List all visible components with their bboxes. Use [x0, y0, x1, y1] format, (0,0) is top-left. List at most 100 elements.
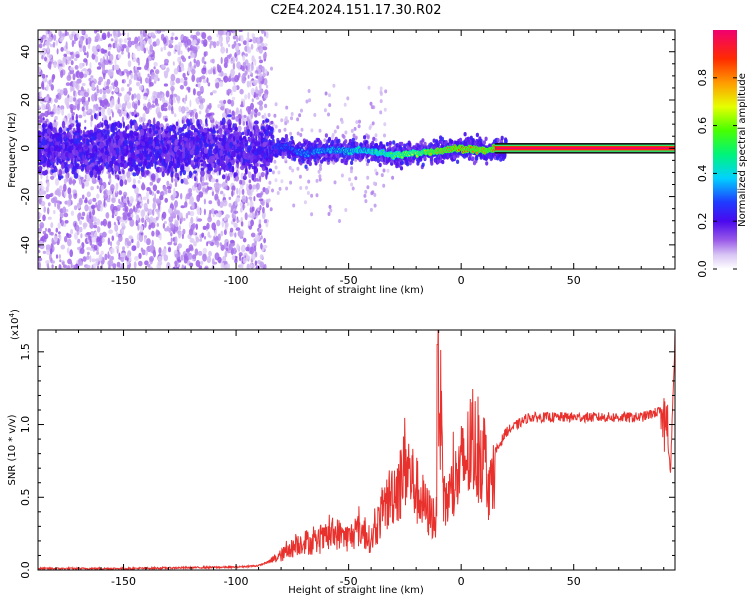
heatmap-cell: [374, 133, 378, 138]
heatmap-cell: [220, 190, 224, 195]
heatmap-cell: [350, 166, 354, 171]
heatmap-cell: [201, 175, 205, 182]
heatmap-cell: [292, 203, 296, 208]
heatmap-cell: [39, 51, 44, 55]
heatmap-cell: [86, 51, 89, 59]
heatmap-cell: [100, 147, 105, 154]
heatmap-cell: [224, 222, 229, 228]
heatmap-cell: [119, 179, 124, 187]
heatmap-cell: [199, 260, 204, 265]
heatmap-cell: [224, 57, 229, 65]
heatmap-cell: [107, 189, 112, 197]
heatmap-cell: [154, 161, 157, 170]
heatmap-cell: [71, 115, 75, 121]
heatmap-cell: [265, 157, 269, 161]
heatmap-cell: [239, 254, 242, 262]
heatmap-cell: [39, 212, 42, 217]
heatmap-cell: [225, 214, 230, 219]
heatmap-cell: [167, 189, 172, 194]
heatmap-cell: [228, 75, 231, 81]
heatmap-cell: [79, 136, 83, 141]
heatmap-cell: [145, 77, 150, 84]
heatmap-cell: [274, 178, 278, 183]
heatmap-cell: [348, 177, 352, 182]
heatmap-cell: [195, 223, 198, 230]
heatmap-cell: [319, 163, 322, 168]
heatmap-cell: [109, 178, 112, 184]
heatmap-cell: [178, 105, 182, 113]
heatmap-cell: [262, 46, 268, 51]
heatmap-cell: [225, 143, 230, 150]
heatmap-cell: [40, 37, 44, 44]
heatmap-cell: [184, 106, 189, 112]
heatmap-cell: [111, 197, 116, 204]
heatmap-cell: [236, 160, 239, 165]
heatmap-cell: [119, 175, 123, 181]
heatmap-cell: [158, 247, 162, 255]
heatmap-cell: [129, 87, 133, 92]
heatmap-cell: [91, 258, 96, 263]
heatmap-cell: [124, 94, 127, 103]
heatmap-cell: [99, 143, 105, 148]
heatmap-cell: [89, 170, 94, 178]
heatmap-cell: [141, 217, 145, 224]
heatmap-cell: [242, 151, 247, 159]
heatmap-cell: [241, 65, 245, 72]
heatmap-cell: [94, 160, 98, 166]
heatmap-cell: [39, 90, 42, 98]
heatmap-cell: [160, 104, 165, 112]
heatmap-cell: [49, 253, 52, 262]
heatmap-cell: [111, 98, 115, 105]
heatmap-cell: [211, 143, 215, 147]
heatmap-cell: [191, 202, 195, 209]
heatmap-cell: [75, 80, 80, 84]
heatmap-cell: [159, 195, 164, 201]
heatmap-cell: [214, 136, 218, 142]
heatmap-cell: [186, 39, 192, 46]
heatmap-cell: [85, 100, 90, 106]
heatmap-cell: [44, 56, 47, 62]
heatmap-cell: [227, 186, 230, 191]
heatmap-cell: [179, 78, 185, 83]
heatmap-cell: [254, 210, 258, 217]
heatmap-cell: [146, 47, 149, 51]
heatmap-cell: [146, 190, 149, 199]
heatmap-cell: [149, 256, 154, 262]
heatmap-cell: [146, 217, 151, 223]
heatmap-cell: [229, 53, 232, 58]
heatmap-cell: [251, 55, 255, 63]
heatmap-cell: [246, 62, 251, 68]
heatmap-cell: [231, 110, 235, 116]
heatmap-cell: [207, 82, 211, 87]
heatmap-cell: [248, 164, 251, 170]
heatmap-cell: [296, 117, 300, 122]
heatmap-cell: [221, 112, 227, 119]
heatmap-cell: [140, 166, 145, 173]
heatmap-cell: [44, 148, 49, 153]
heatmap-cell: [340, 120, 344, 124]
heatmap-cell: [60, 105, 65, 111]
heatmap-cell: [132, 178, 136, 185]
heatmap-cell: [156, 121, 161, 127]
heatmap-cell: [174, 220, 179, 227]
heatmap-cell: [115, 64, 120, 71]
heatmap-cell: [366, 175, 370, 180]
heatmap-cell: [148, 37, 152, 45]
heatmap-cell: [44, 169, 48, 176]
heatmap-cell: [239, 202, 243, 207]
heatmap-cell: [246, 37, 251, 41]
heatmap-cell: [77, 258, 82, 267]
heatmap-cell: [102, 93, 107, 100]
heatmap-cell: [168, 216, 174, 223]
heatmap-cell: [195, 135, 201, 142]
heatmap-cell: [44, 110, 49, 118]
heatmap-cell: [210, 67, 213, 75]
heatmap-cell: [230, 57, 233, 62]
heatmap-cell: [79, 62, 83, 69]
heatmap-cell: [81, 106, 85, 112]
heatmap-cell: [48, 97, 52, 102]
heatmap-cell: [203, 147, 209, 154]
heatmap-cell: [146, 187, 151, 192]
heatmap-cell: [242, 40, 248, 46]
heatmap-cell: [180, 50, 183, 55]
